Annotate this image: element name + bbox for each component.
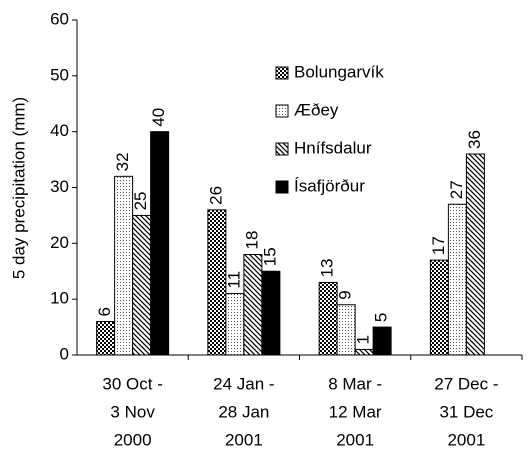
data-label: 25 <box>131 191 150 210</box>
bar <box>354 348 374 356</box>
legend-label: Æðey <box>294 100 339 119</box>
data-label: 36 <box>465 130 484 149</box>
x-tick-label: 8 Mar - <box>328 374 382 393</box>
data-label: 5 <box>372 313 391 322</box>
x-tick-label: 2001 <box>447 430 485 449</box>
y-tick-label: 10 <box>50 289 69 308</box>
y-tick-label: 0 <box>60 344 69 363</box>
x-tick-label: 2001 <box>336 430 374 449</box>
y-tick-label: 30 <box>50 177 69 196</box>
x-tick-label: 28 Jan <box>218 402 269 421</box>
x-tick-label: 24 Jan - <box>213 374 274 393</box>
y-tick-label: 50 <box>50 65 69 84</box>
data-label: 18 <box>242 231 261 250</box>
bar <box>150 131 170 356</box>
bar <box>96 321 116 356</box>
y-tick-label: 40 <box>50 121 69 140</box>
bar <box>261 270 281 356</box>
x-tick-label: 31 Dec <box>439 402 493 421</box>
x-tick-label: 12 Mar <box>329 402 382 421</box>
legend-label: Hnífsdalur <box>294 138 372 157</box>
bar <box>207 209 227 356</box>
data-label: 13 <box>318 258 337 277</box>
y-tick-label: 60 <box>50 9 69 28</box>
data-label: 17 <box>429 236 448 255</box>
bar <box>318 281 338 356</box>
x-tick-label: 27 Dec - <box>434 374 498 393</box>
x-tick-label: 2001 <box>225 430 263 449</box>
bar <box>447 203 467 356</box>
x-tick-label: 30 Oct - <box>102 374 162 393</box>
data-label: 27 <box>447 180 466 199</box>
data-label: 15 <box>260 247 279 266</box>
bar <box>336 304 356 356</box>
bar <box>132 214 152 356</box>
x-tick-label: 3 Nov <box>110 402 155 421</box>
data-label: 1 <box>354 335 373 344</box>
bar <box>225 293 245 356</box>
data-label: 11 <box>224 271 243 289</box>
bar <box>429 259 449 356</box>
data-label: 9 <box>336 290 355 299</box>
y-axis-label: 5 day precipitation (mm) <box>9 97 28 279</box>
data-label: 40 <box>149 108 168 127</box>
bar <box>372 326 392 356</box>
bar <box>465 153 485 356</box>
legend-label: Bolungarvík <box>294 62 384 81</box>
data-label: 6 <box>95 307 114 316</box>
legend-label: Ísafjörður <box>294 176 365 195</box>
data-label: 26 <box>206 186 225 205</box>
y-tick-label: 20 <box>50 233 69 252</box>
legend-swatch <box>275 104 289 118</box>
bar <box>114 175 134 356</box>
data-label: 32 <box>113 152 132 171</box>
legend-swatch <box>275 142 289 156</box>
legend-swatch <box>275 66 289 80</box>
legend-swatch <box>275 180 289 194</box>
x-tick-label: 2000 <box>114 430 152 449</box>
bar <box>243 254 263 356</box>
